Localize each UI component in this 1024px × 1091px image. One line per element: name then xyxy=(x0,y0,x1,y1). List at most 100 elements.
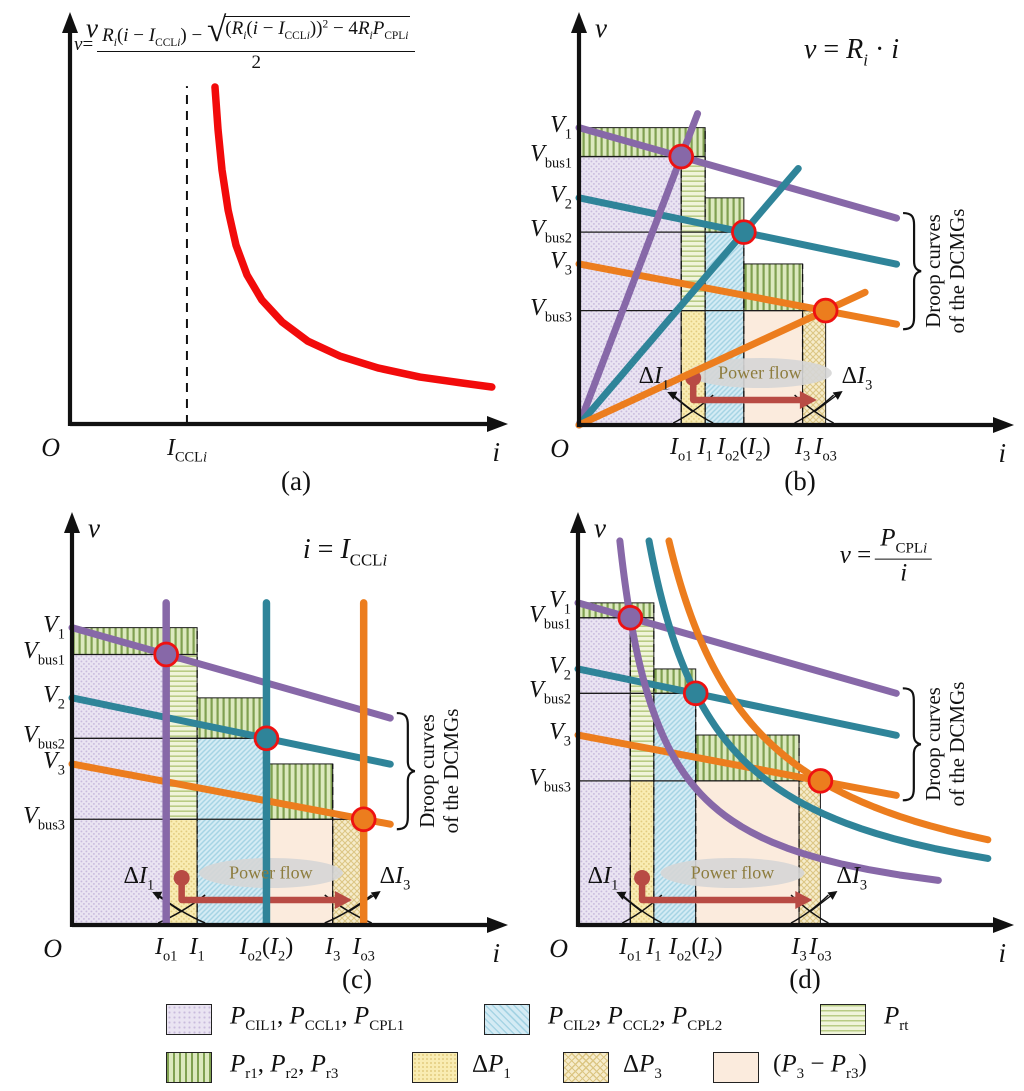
figure-element: I xyxy=(654,363,663,390)
panel-c-operating-point-2 xyxy=(253,725,280,752)
figure-element: P xyxy=(830,1050,846,1078)
panel-d-cpl-hyperbola-3 xyxy=(665,537,992,844)
figure-element: − xyxy=(257,18,279,39)
figure-element: CCL xyxy=(155,37,178,50)
panel-c-xtick-1: Io1 xyxy=(155,934,177,965)
panel-c-operating-point-3 xyxy=(350,806,377,833)
figure-element: = xyxy=(816,33,847,65)
figure-element: CPL1 xyxy=(369,1018,405,1034)
delta-i3-pointer xyxy=(832,391,843,400)
panel-c-droop-line-2 xyxy=(68,694,394,768)
figure-element: bus3 xyxy=(543,779,571,796)
figure-element: 2 xyxy=(57,696,65,713)
panel-a-formula: v= Ri(i − ICCLi) − √ (Ri(i − ICCLi))2 − 4R… xyxy=(74,12,416,73)
figure-element: V xyxy=(549,587,564,614)
figure-element: i xyxy=(113,37,117,50)
figure-element: I xyxy=(747,434,756,460)
figure-element: o1 xyxy=(678,448,693,465)
panel-d-power-flow-label: Power flow xyxy=(690,862,775,883)
legend-swatch-lavender xyxy=(166,1004,212,1035)
figure-element: 3 xyxy=(403,877,411,894)
panel-b-xtick-4: I3 xyxy=(795,434,810,465)
delta-arc xyxy=(621,894,663,924)
panel-c-ytick-1: V1 xyxy=(43,612,65,643)
figure-element: Ri(i − ICCLi) − xyxy=(102,25,207,50)
panel-b-xlabel-i: i xyxy=(998,439,1006,467)
figure-element: CCL xyxy=(349,550,383,570)
figure-element: (Ri(i − ICCLi))2 − 4RiPCPLi xyxy=(224,16,411,43)
power-flow-arrow xyxy=(689,376,808,404)
panel-b-ytick-1: V1 xyxy=(550,112,572,143)
panel-c-ytick-2: Vbus1 xyxy=(23,638,65,670)
panel-c-y-arrowhead xyxy=(64,512,80,533)
figure-element: P xyxy=(289,1002,305,1030)
panel-b-title: v = Ri · i xyxy=(804,35,899,69)
power-flow-ellipse xyxy=(660,858,805,888)
delta-i1-pointer xyxy=(667,391,678,400)
figure-element: Δ xyxy=(836,863,852,890)
caption-b: (b) xyxy=(784,466,816,496)
panel-b-power-flow-label: Power flow xyxy=(718,362,802,383)
figure-element: r2 xyxy=(285,1066,299,1082)
figure-element: Ri(i − ICCLi) − √ (Ri(i − ICCLi))2 − 4RiP… xyxy=(97,12,416,73)
panel-c-ytick-5: V3 xyxy=(43,749,65,779)
region-P-CIL2-CCL2-CPL2 xyxy=(196,737,267,926)
figure-element: P xyxy=(270,1050,286,1078)
figure-element: P xyxy=(353,1002,370,1030)
figure-element: P xyxy=(639,1050,655,1078)
figure-element: 3 xyxy=(799,948,807,965)
figure-element: V xyxy=(43,682,58,709)
figure-element: I xyxy=(148,25,156,46)
panel-d-operating-point-3 xyxy=(807,768,834,794)
caption-c: (c) xyxy=(342,964,372,994)
figure-element: P xyxy=(230,1050,246,1078)
panel-d-xtick-4: I3 xyxy=(791,934,807,965)
figure-element: ( xyxy=(739,434,748,460)
figure-element: 1 xyxy=(57,626,65,643)
panel-d-ytick-5: V3 xyxy=(549,720,571,750)
panel-d-origin-label: O xyxy=(549,935,568,962)
figure-element: = xyxy=(310,533,341,565)
figure-element: V xyxy=(529,677,544,704)
panel-b-operating-point-3 xyxy=(812,297,839,324)
figure-element: I xyxy=(668,934,677,960)
figure-element: 1 xyxy=(662,377,670,394)
panel-c-ytick-4: Vbus2 xyxy=(23,723,65,754)
figure-element: v = xyxy=(840,542,871,569)
figure-element: I xyxy=(646,934,655,960)
figure-element: Δ xyxy=(587,863,604,890)
figure-element: o1 xyxy=(627,948,642,965)
panel-b-droop-brace xyxy=(903,211,922,331)
figure-element: I xyxy=(352,934,361,960)
panel-d-operating-point-1 xyxy=(617,604,644,631)
figure-element: I xyxy=(809,934,818,960)
figure-element: V xyxy=(549,719,564,746)
figure-element: R xyxy=(357,18,370,39)
figure-element: i xyxy=(252,18,258,39)
figure-element: ( xyxy=(773,1050,782,1078)
legend-label-0-0: PCIL1, PCCL1, PCPL1 xyxy=(230,1003,404,1035)
panel-b-delta-I3-label: ΔI3 xyxy=(842,364,873,394)
figure-element: Δ xyxy=(472,1050,489,1078)
figure-element: v xyxy=(74,33,83,55)
figure-element: bus2 xyxy=(543,691,571,708)
figure-element: 3 xyxy=(57,762,65,779)
figure-element: i xyxy=(302,533,311,565)
panel-d-operating-point-2 xyxy=(682,680,709,707)
figure-element: CCL1 xyxy=(304,1018,342,1034)
caption-d: (d) xyxy=(789,964,821,994)
panel-c-droop-brace-label-2: of the DCMGs xyxy=(438,708,463,834)
figure-element: 3 xyxy=(796,1066,805,1082)
power-flow-arrow-origin xyxy=(634,870,651,886)
panel-d-droop-brace-label-2: of the DCMGs xyxy=(944,681,969,807)
panel-a-y-arrowhead xyxy=(62,12,78,33)
figure-element: V xyxy=(530,294,545,321)
legend-label-1-0: Pr1, Pr2, Pr3 xyxy=(230,1051,338,1083)
figure-element: 2 xyxy=(322,18,329,31)
figure-element: R xyxy=(102,25,114,46)
figure-element: 2 xyxy=(563,667,571,684)
panel-c-xlabel-i: i xyxy=(492,939,500,967)
figure-element: V xyxy=(23,638,38,665)
figure-element: Ri(i − ICCLi) − √ (Ri(i − ICCLi))2 − 4RiP… xyxy=(97,12,416,53)
panel-b-xtick-3: Io2(I2) xyxy=(717,434,771,465)
